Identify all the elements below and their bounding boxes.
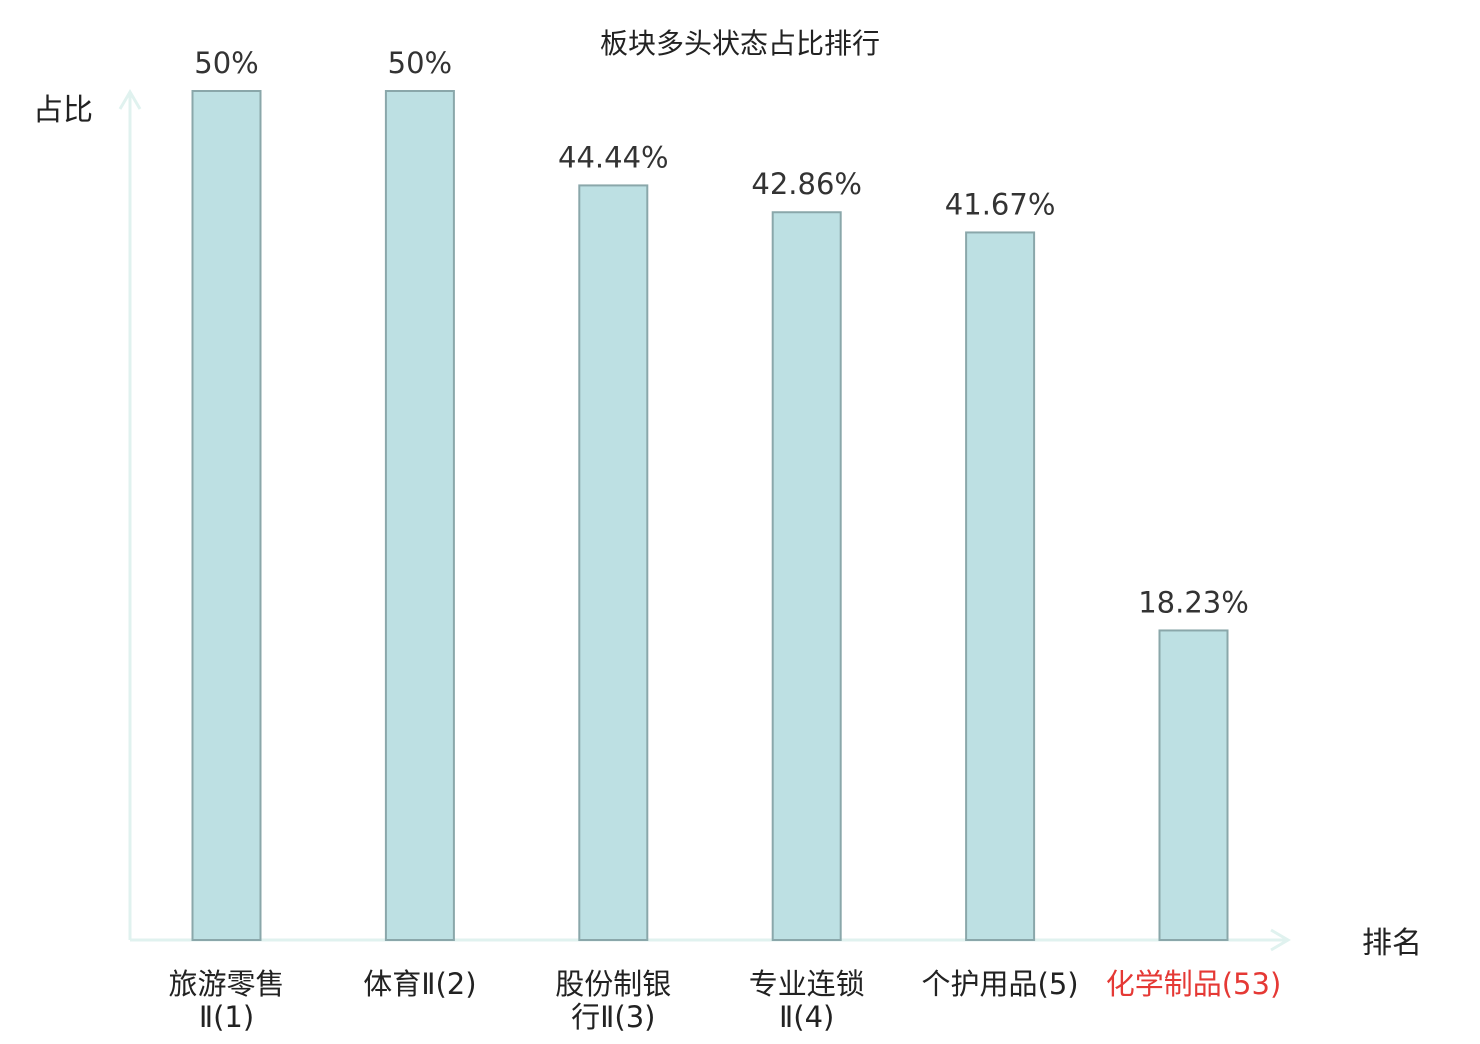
x-tick-label: Ⅱ(4): [779, 1000, 834, 1034]
bar: [965, 231, 1036, 941]
x-tick-label: 个护用品(5): [922, 967, 1079, 1001]
bars-group: [191, 90, 1229, 942]
value-labels-group: 50% 50% 44.44% 42.86% 41.67% 18.23%: [194, 46, 1249, 619]
bar: [1158, 629, 1229, 941]
y-axis-label: 占比: [33, 93, 93, 128]
chart-title: 板块多头状态占比排行: [600, 27, 880, 60]
x-tick-label: 股份制银: [555, 967, 671, 1001]
x-axis-label: 排名: [1362, 926, 1422, 961]
x-tick-label: 专业连锁: [749, 967, 865, 1001]
x-tick-label: 化学制品(53): [1106, 967, 1282, 1001]
bar-value-label: 18.23%: [1138, 585, 1249, 619]
bar-value-label: 42.86%: [751, 167, 862, 201]
bar-value-label: 41.67%: [945, 187, 1056, 221]
x-tick-label: 旅游零售: [168, 967, 284, 1001]
bar: [384, 90, 455, 941]
x-tick-label: 体育Ⅱ(2): [363, 967, 476, 1001]
bar: [771, 211, 842, 942]
bar-value-label: 50%: [194, 46, 258, 80]
bar-value-label: 50%: [388, 46, 452, 80]
x-tick-label: 行Ⅱ(3): [571, 1000, 655, 1034]
bar: [191, 90, 262, 941]
bar: [578, 184, 649, 941]
x-axis-arrow: [1270, 928, 1291, 952]
y-axis-arrow: [118, 89, 142, 110]
axes: [118, 89, 1291, 952]
bar-value-label: 44.44%: [558, 140, 669, 174]
x-tick-label: Ⅱ(1): [199, 1000, 254, 1034]
